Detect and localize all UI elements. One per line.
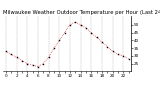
Text: Milwaukee Weather Outdoor Temperature per Hour (Last 24 Hours): Milwaukee Weather Outdoor Temperature pe…	[3, 10, 160, 15]
